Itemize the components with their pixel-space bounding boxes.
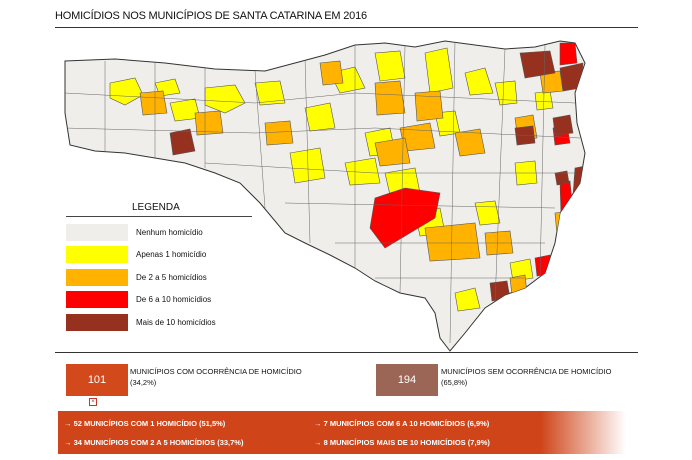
legend-label: Nenhum homicídio <box>136 227 203 237</box>
legend-swatch-two-to-five <box>66 268 128 286</box>
breakdown-item: → 34 MUNICÍPIOS COM 2 A 5 HOMICÍDIOS (33… <box>64 438 244 447</box>
broken-image-icon: × <box>89 398 97 406</box>
without-occurrence-percent: (65,8%) <box>441 378 468 387</box>
legend-item: Apenas 1 homicídio <box>66 244 256 267</box>
legend-label: De 2 a 5 homicídios <box>136 272 207 282</box>
legend-swatch-one <box>66 246 128 264</box>
breakdown-item: → 52 MUNICÍPIOS COM 1 HOMICÍDIO (51,5%) <box>64 419 226 428</box>
without-occurrence-count-box: 194 <box>376 364 438 396</box>
breakdown-band: → 52 MUNICÍPIOS COM 1 HOMICÍDIO (51,5%) … <box>58 411 626 454</box>
without-occurrence-title: MUNICÍPIOS SEM OCORRÊNCIA DE HOMICÍDIO <box>441 367 612 376</box>
with-occurrence-percent: (34,2%) <box>130 378 157 387</box>
legend-label: Apenas 1 homicídio <box>136 250 207 260</box>
breakdown-item: → 8 MUNICÍPIOS MAIS DE 10 HOMICÍDIOS (7,… <box>314 438 490 447</box>
legend-title: LEGENDA <box>132 202 180 213</box>
legend-swatch-none <box>66 223 128 241</box>
map-svg <box>64 40 586 352</box>
page-title: HOMICÍDIOS NOS MUNICÍPIOS DE SANTA CATAR… <box>55 10 367 22</box>
title-divider <box>55 27 638 28</box>
santa-catarina-map <box>55 33 600 353</box>
with-occurrence-count: 101 <box>87 374 107 386</box>
without-occurrence-label: MUNICÍPIOS SEM OCORRÊNCIA DE HOMICÍDIO (… <box>441 366 611 388</box>
legend-label: Mais de 10 homicídios <box>136 317 216 327</box>
with-occurrence-count-box: 101 <box>66 364 128 396</box>
without-occurrence-count: 194 <box>397 374 417 386</box>
legend-swatch-six-to-ten <box>66 291 128 309</box>
breakdown-item: → 7 MUNICÍPIOS COM 6 A 10 HOMICÍDIOS (6,… <box>314 419 490 428</box>
legend-item: Mais de 10 homicídios <box>66 311 256 334</box>
with-occurrence-title: MUNICÍPIOS COM OCORRÊNCIA DE HOMICÍDIO <box>130 367 302 376</box>
legend-item: Nenhum homicídio <box>66 221 256 244</box>
legend-item: De 6 a 10 homicídios <box>66 289 256 312</box>
legend-swatch-over-ten <box>66 313 128 331</box>
with-occurrence-label: MUNICÍPIOS COM OCORRÊNCIA DE HOMICÍDIO (… <box>130 366 302 388</box>
legend-divider <box>66 216 252 217</box>
legend-item: De 2 a 5 homicídios <box>66 266 256 289</box>
summary-divider <box>55 352 638 353</box>
map-legend: LEGENDA Nenhum homicídio Apenas 1 homicí… <box>66 202 256 334</box>
legend-label: De 6 a 10 homicídios <box>136 295 212 305</box>
